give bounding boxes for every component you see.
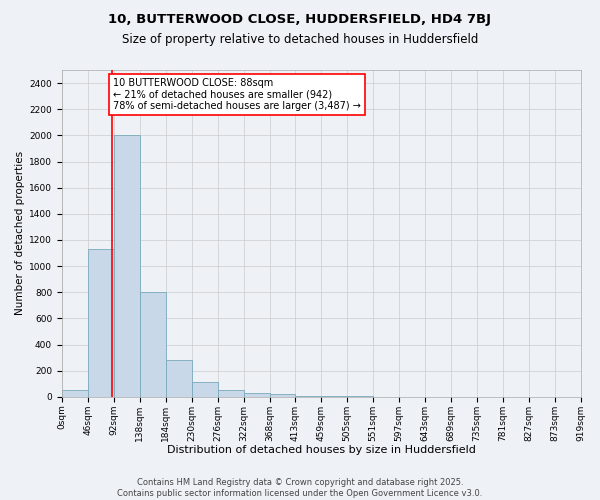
Text: 10, BUTTERWOOD CLOSE, HUDDERSFIELD, HD4 7BJ: 10, BUTTERWOOD CLOSE, HUDDERSFIELD, HD4 … (109, 12, 491, 26)
Bar (218, 390, 244, 397)
X-axis label: Distribution of detached houses by size in Huddersfield: Distribution of detached houses by size … (167, 445, 476, 455)
Bar (62, 390, 88, 397)
Text: 10 BUTTERWOOD CLOSE: 88sqm
← 21% of detached houses are smaller (942)
78% of sem: 10 BUTTERWOOD CLOSE: 88sqm ← 21% of deta… (113, 78, 361, 112)
Text: Contains HM Land Registry data © Crown copyright and database right 2025.
Contai: Contains HM Land Registry data © Crown c… (118, 478, 482, 498)
Text: Size of property relative to detached houses in Huddersfield: Size of property relative to detached ho… (122, 32, 478, 46)
Bar (166, 360, 191, 397)
Bar (191, 382, 218, 397)
Bar (114, 136, 140, 397)
Bar (321, 396, 347, 397)
Bar (140, 292, 166, 397)
Y-axis label: Number of detached properties: Number of detached properties (15, 152, 25, 316)
Bar (295, 396, 321, 397)
Bar (88, 249, 114, 397)
Bar (269, 394, 295, 397)
Bar (244, 393, 269, 397)
